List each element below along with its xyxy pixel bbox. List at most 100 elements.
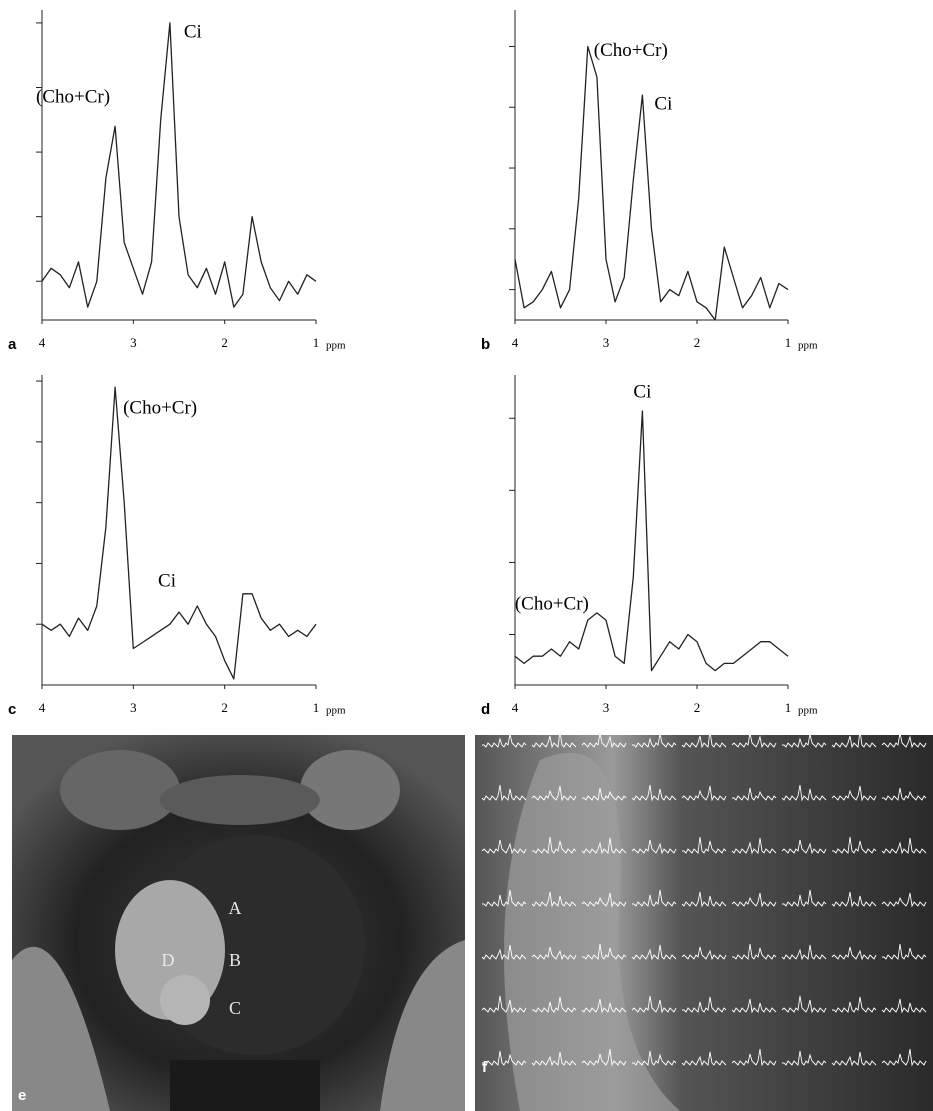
voxel-spectrum: [581, 892, 627, 908]
voxel-spectrum: [881, 732, 927, 749]
voxel-spectrum: [582, 943, 627, 960]
voxel-spectrum: [681, 730, 727, 749]
voxel-spectrum: [481, 995, 527, 1014]
voxel-spectrum: [782, 1050, 827, 1066]
voxel-spectrum: [531, 946, 577, 961]
voxel-spectrum: [731, 837, 777, 855]
voxel-spectrum: [531, 730, 577, 749]
x-tick-label: 2: [694, 335, 701, 350]
voxel-spectrum: [881, 892, 927, 908]
voxel-spectrum: [781, 784, 827, 802]
voxel-spectrum: [881, 998, 927, 1014]
voxel-spectrum: [631, 784, 677, 802]
x-tick-label: 3: [603, 700, 610, 715]
voxel-spectrum: [681, 1051, 727, 1067]
region-label: C: [229, 998, 241, 1018]
x-tick-label: 4: [512, 700, 519, 715]
x-tick-label: 3: [603, 335, 610, 350]
voxel-spectrum: [482, 1050, 527, 1066]
spectrum-line: [514, 45, 789, 321]
voxel-spectrum: [882, 943, 927, 960]
voxel-spectrum: [581, 732, 627, 749]
voxel-spectrum: [631, 995, 677, 1014]
peak-annotation: Ci: [633, 381, 651, 402]
spectrum-line: [41, 386, 317, 680]
x-axis-unit: ppm: [326, 340, 346, 352]
voxel-spectrum: [631, 944, 677, 961]
voxel-spectrum: [831, 891, 877, 908]
x-axis-unit: ppm: [798, 340, 818, 352]
peak-annotation: (Cho+Cr): [123, 398, 197, 419]
x-tick-label: 3: [130, 700, 137, 715]
region-label: B: [229, 950, 241, 970]
voxel-spectrum: [782, 889, 827, 907]
panel-label: d: [481, 701, 490, 718]
voxel-spectrum: [581, 837, 627, 855]
peak-annotation: Ci: [158, 570, 176, 591]
x-tick-label: 4: [39, 700, 46, 715]
voxel-spectrum: [531, 891, 577, 908]
panel-label: f: [482, 1059, 488, 1076]
spectrum-line: [514, 410, 789, 672]
voxel-spectrum: [481, 944, 527, 961]
peak-annotation: (Cho+Cr): [594, 40, 668, 61]
x-tick-label: 4: [39, 335, 46, 350]
voxel-spectrum: [632, 1050, 677, 1066]
voxel-spectrum: [632, 889, 677, 907]
peak-annotation: Ci: [184, 21, 202, 42]
spectrum-line: [41, 22, 317, 308]
voxel-spectrum: [581, 998, 627, 1014]
voxel-spectrum: [531, 1051, 577, 1067]
voxel-spectrum: [782, 733, 827, 748]
voxel-spectrum: [482, 889, 527, 907]
x-axis-unit: ppm: [798, 705, 818, 717]
voxel-spectrum: [831, 1051, 877, 1067]
x-tick-label: 1: [313, 700, 320, 715]
peak-annotation: (Cho+Cr): [36, 87, 110, 108]
x-tick-label: 1: [313, 335, 320, 350]
mri-axial-image: [12, 735, 465, 1111]
voxel-spectrum: [882, 787, 927, 801]
voxel-spectrum: [681, 785, 727, 802]
panel-label: e: [18, 1087, 26, 1104]
voxel-spectrum: [781, 839, 827, 855]
voxel-spectrum: [731, 998, 777, 1014]
x-axis-unit: ppm: [326, 705, 346, 717]
voxel-spectrum: [632, 733, 677, 748]
voxel-spectrum: [881, 1048, 927, 1067]
x-tick-label: 2: [221, 335, 228, 350]
spectral-grid-image: [475, 730, 933, 1111]
voxel-spectrum: [582, 787, 627, 801]
voxel-spectrum: [481, 839, 527, 855]
voxel-spectrum: [781, 944, 827, 961]
voxel-spectrum: [781, 995, 827, 1014]
voxel-spectrum: [831, 785, 877, 802]
x-tick-label: 2: [694, 700, 701, 715]
voxel-spectrum: [681, 946, 727, 961]
panel-label: b: [481, 336, 490, 353]
x-tick-label: 1: [785, 335, 792, 350]
voxel-spectrum: [832, 996, 877, 1013]
voxel-spectrum: [631, 839, 677, 855]
region-label: D: [162, 950, 175, 970]
voxel-spectrum: [832, 836, 877, 854]
x-tick-label: 3: [130, 335, 137, 350]
x-tick-label: 4: [512, 335, 519, 350]
peak-annotation: (Cho+Cr): [515, 593, 589, 614]
voxel-spectrum: [831, 946, 877, 961]
voxel-spectrum: [531, 785, 577, 802]
voxel-spectrum: [532, 836, 577, 854]
voxel-spectrum: [732, 787, 777, 801]
panel-label: a: [8, 336, 17, 353]
voxel-spectrum: [831, 730, 877, 749]
voxel-spectrum: [732, 943, 777, 960]
voxel-spectrum: [682, 836, 727, 854]
voxel-spectrum: [731, 732, 777, 749]
voxel-spectrum: [731, 1048, 777, 1067]
voxel-spectrum: [532, 996, 577, 1013]
x-tick-label: 1: [785, 700, 792, 715]
voxel-spectrum: [682, 996, 727, 1013]
voxel-spectrum: [731, 892, 777, 908]
voxel-spectrum: [881, 837, 927, 855]
